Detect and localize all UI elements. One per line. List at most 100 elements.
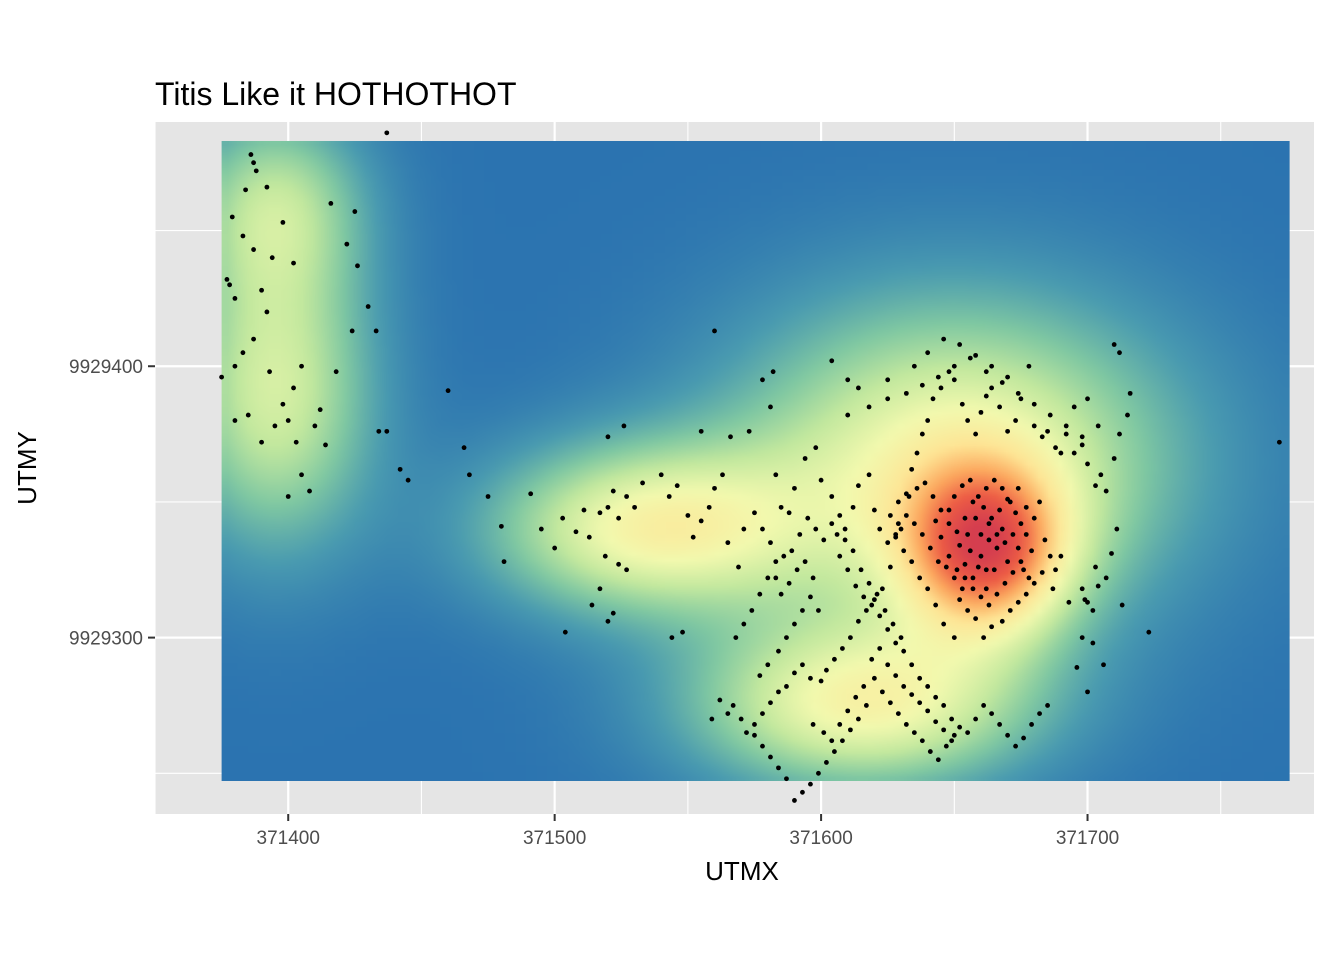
data-point (784, 776, 789, 782)
data-point (845, 567, 851, 573)
data-point (1013, 743, 1018, 749)
data-point (962, 561, 968, 567)
data-point (842, 526, 848, 532)
data-point (610, 488, 616, 494)
data-point (728, 434, 733, 440)
data-point (323, 442, 328, 448)
data-point (768, 754, 773, 760)
data-point (853, 583, 859, 589)
data-point (1031, 423, 1037, 429)
data-point (1085, 461, 1090, 467)
data-point (901, 648, 907, 654)
data-point (245, 412, 251, 418)
data-point (712, 485, 717, 491)
data-point (829, 521, 835, 527)
data-point (1007, 499, 1013, 505)
data-point (666, 494, 672, 499)
data-point (792, 670, 797, 676)
data-point (962, 515, 968, 521)
data-point (501, 559, 507, 565)
data-point (746, 428, 752, 434)
data-point (941, 621, 947, 627)
data-point (1079, 442, 1085, 448)
data-point (293, 439, 299, 445)
data-point (919, 532, 925, 537)
data-point (299, 472, 304, 478)
data-point (810, 722, 816, 727)
data-point (1071, 450, 1077, 456)
data-point (999, 485, 1005, 491)
data-point (925, 350, 931, 356)
data-point (232, 363, 238, 369)
data-point (352, 209, 358, 214)
data-point (776, 765, 781, 771)
data-point (871, 597, 877, 603)
data-point (1066, 599, 1072, 605)
x-tick-label: 371400 (257, 828, 320, 849)
data-point (384, 130, 390, 136)
data-point (280, 401, 286, 407)
data-point (616, 515, 621, 521)
data-point (365, 304, 371, 309)
data-point (597, 586, 603, 592)
data-point (552, 545, 558, 551)
data-point (312, 423, 318, 429)
data-point (800, 789, 805, 795)
data-point (1079, 434, 1085, 440)
data-point (1023, 532, 1029, 537)
data-point (1018, 396, 1024, 402)
data-point (975, 564, 981, 570)
data-point (267, 369, 272, 375)
data-point (1015, 390, 1021, 396)
data-point (445, 388, 451, 394)
data-point (264, 184, 270, 190)
data-point (560, 515, 566, 521)
data-point (946, 553, 952, 559)
data-point (973, 716, 979, 722)
data-point (589, 602, 595, 608)
data-point (632, 504, 637, 510)
data-point (978, 532, 984, 537)
density-raster (221, 140, 1290, 781)
data-point (243, 187, 248, 193)
data-point (1093, 483, 1098, 489)
data-point (744, 730, 749, 735)
data-point (957, 597, 963, 603)
data-point (941, 703, 947, 708)
data-point (983, 485, 989, 491)
data-point (1021, 735, 1026, 741)
data-point (927, 749, 933, 754)
data-point (824, 760, 829, 765)
data-point (1111, 342, 1117, 347)
data-point (1125, 412, 1130, 418)
data-point (1023, 591, 1029, 597)
data-point (1058, 450, 1064, 456)
data-point (994, 532, 1000, 537)
data-point (914, 450, 920, 456)
data-point (959, 401, 965, 407)
data-point (991, 567, 997, 573)
data-point (808, 781, 813, 787)
data-point (1039, 434, 1045, 440)
data-point (291, 260, 296, 266)
data-point (264, 309, 270, 315)
data-point (816, 608, 821, 613)
data-point (1114, 526, 1120, 532)
data-point (917, 700, 923, 706)
data-point (251, 247, 256, 252)
data-point (1015, 485, 1021, 491)
y-tick-label: 9929300 (69, 629, 143, 650)
data-point (1111, 456, 1117, 461)
data-point (855, 618, 861, 624)
data-point (621, 423, 627, 429)
data-point (725, 540, 731, 546)
data-point (808, 675, 813, 681)
data-point (848, 727, 853, 733)
data-point (773, 559, 779, 565)
data-point (975, 494, 981, 499)
data-point (466, 472, 472, 478)
data-point (760, 711, 765, 716)
data-point (1117, 431, 1122, 437)
data-point (1031, 515, 1037, 521)
data-point (768, 540, 773, 546)
